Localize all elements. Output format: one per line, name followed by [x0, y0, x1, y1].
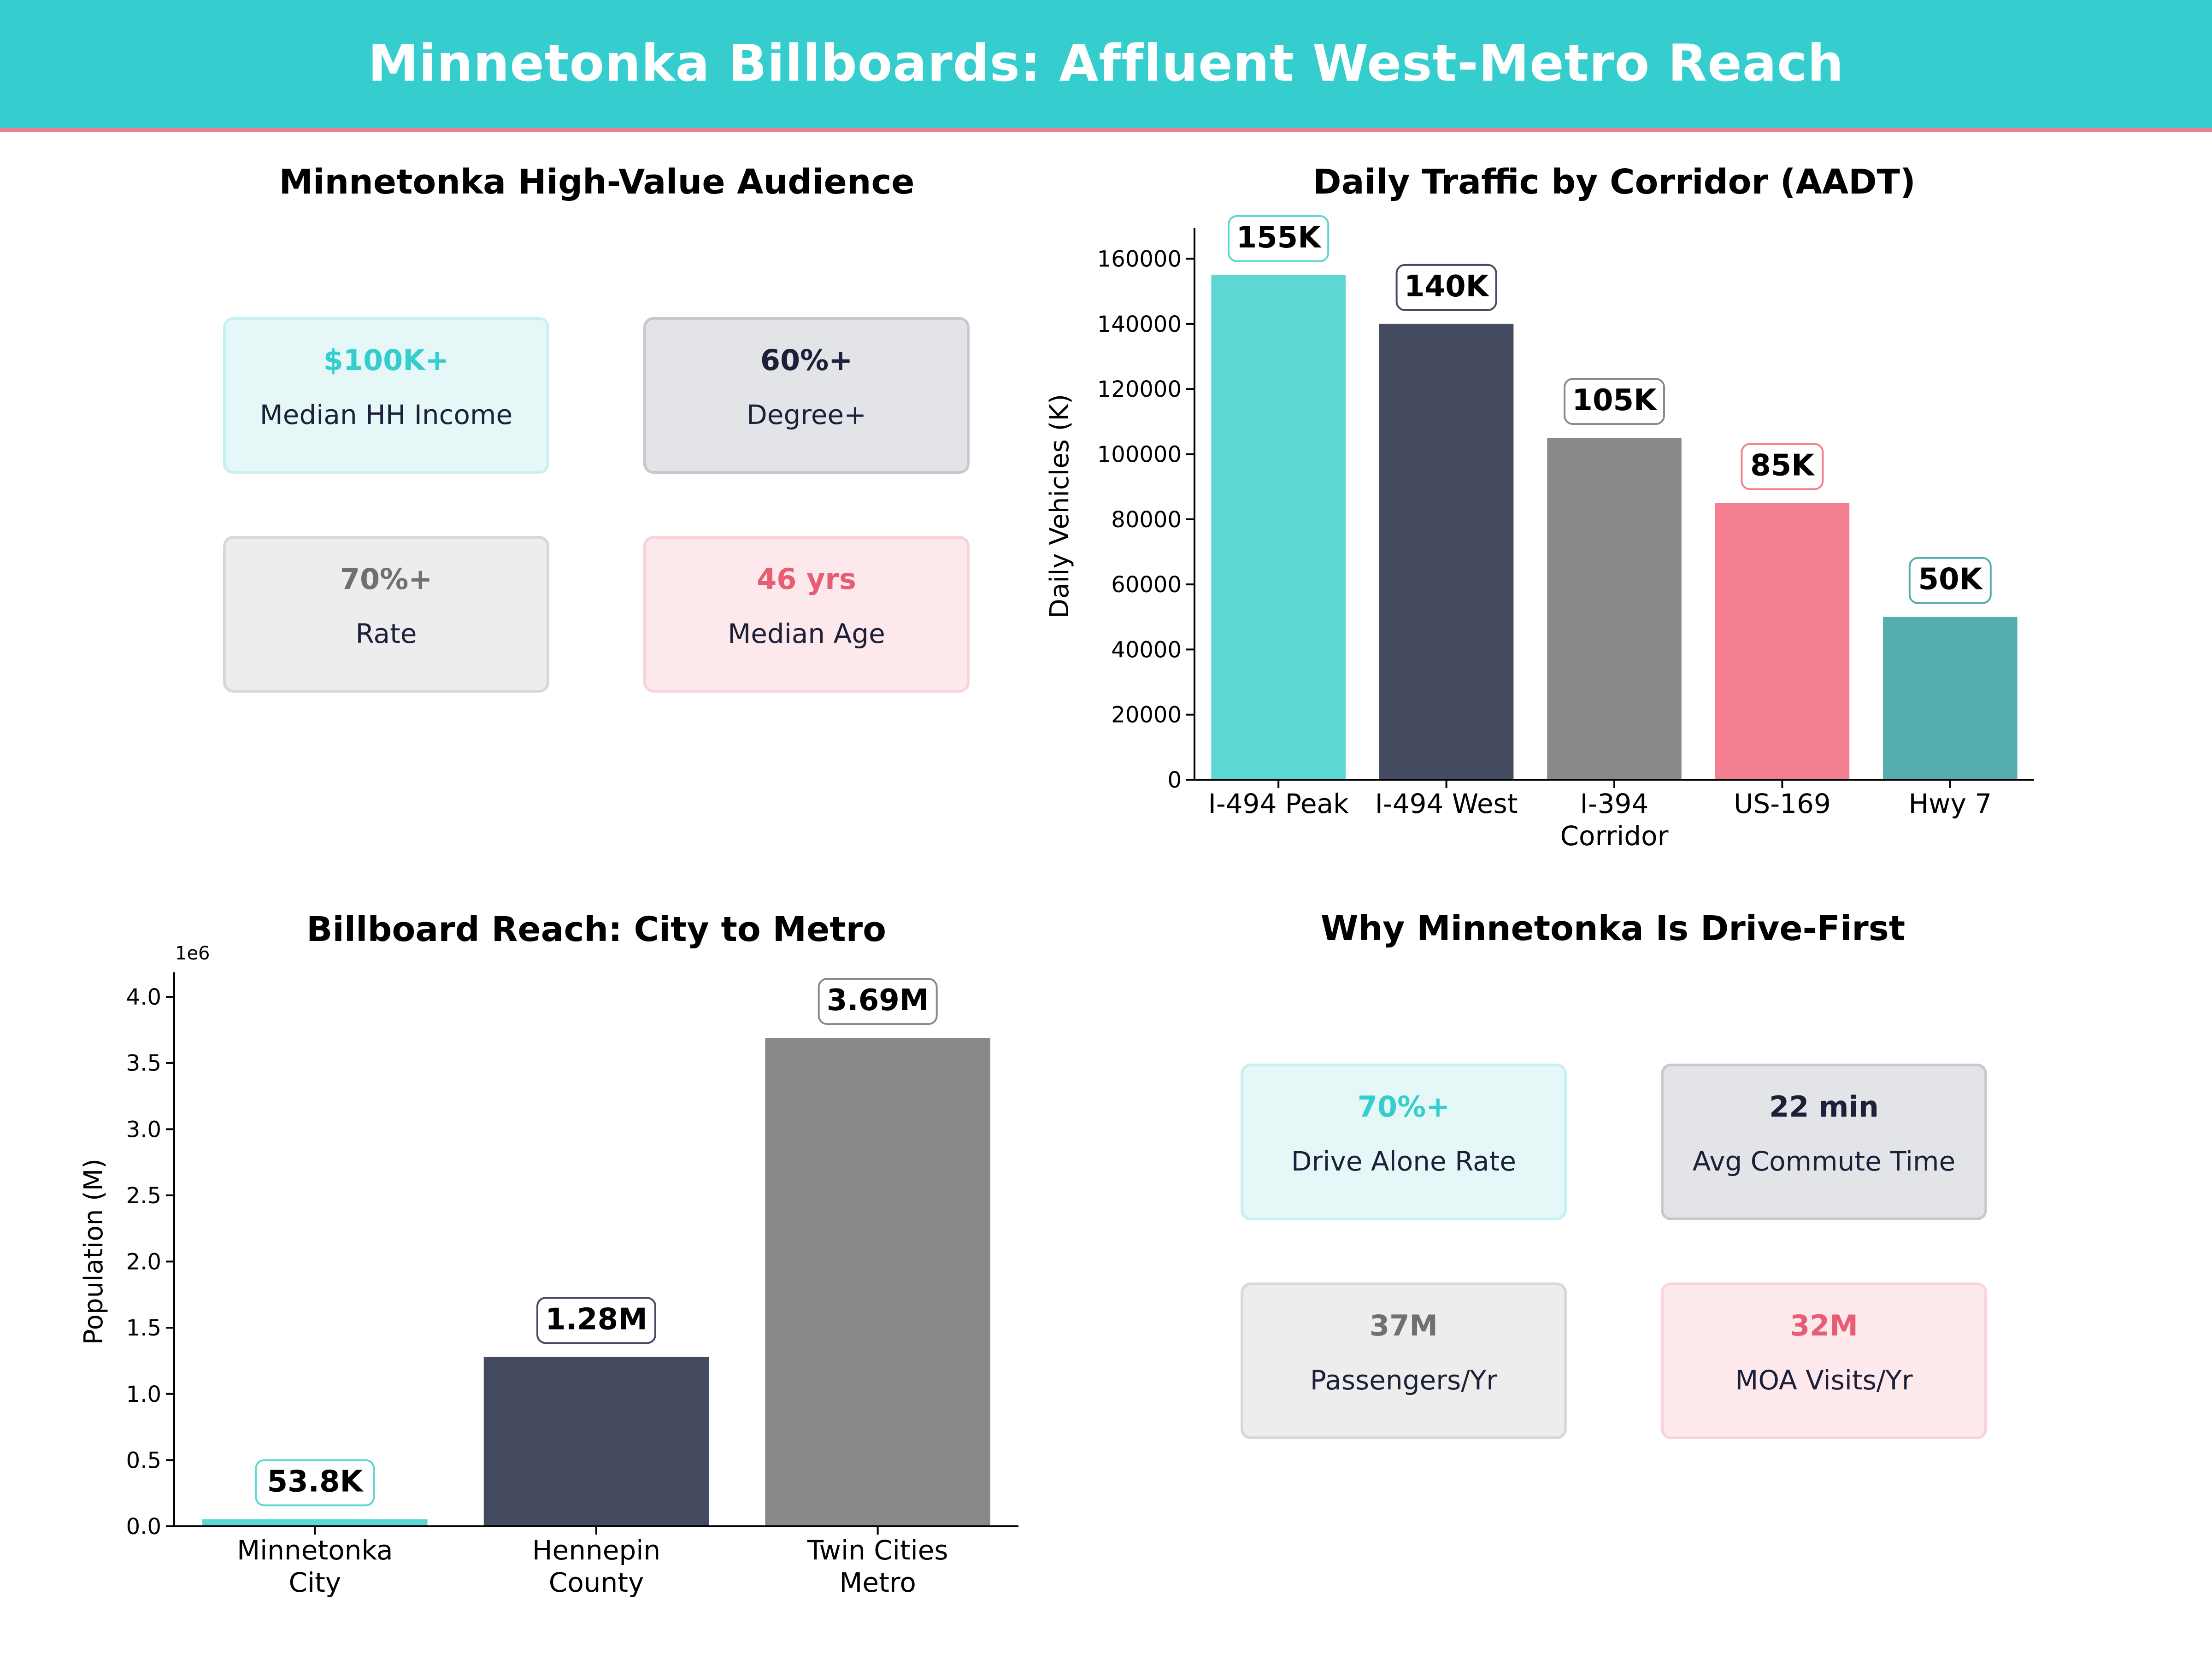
x-tick-label: Minnetonka — [237, 1535, 393, 1566]
x-tick-label: I-394 — [1580, 788, 1649, 819]
kpi-card-moa-visits: 32M MOA Visits/Yr — [1661, 1282, 1987, 1439]
bar — [483, 1357, 709, 1526]
kpi-label: MOA Visits/Yr — [1735, 1365, 1913, 1396]
kpi-value: 46 yrs — [757, 562, 856, 596]
kpi-value: 70%+ — [340, 562, 433, 596]
y-tick-label: 40000 — [1111, 637, 1182, 663]
y-tick-label: 0.5 — [126, 1447, 161, 1473]
bar — [1715, 503, 1850, 780]
kpi-label: Avg Commute Time — [1692, 1146, 1956, 1177]
kpi-label: Passengers/Yr — [1310, 1365, 1498, 1396]
kpi-label: Median Age — [728, 618, 885, 649]
bar — [765, 1038, 990, 1526]
y-tick-label: 3.0 — [126, 1117, 161, 1142]
data-label: 50K — [1918, 563, 1983, 597]
y-tick-label: 2.0 — [126, 1249, 161, 1275]
kpi-label: Degree+ — [747, 399, 866, 430]
bar — [1883, 617, 2018, 780]
x-tick-label: Hennepin — [532, 1535, 660, 1566]
kpi-value: 37M — [1370, 1309, 1438, 1342]
y-tick-label: 2.5 — [126, 1183, 161, 1209]
y-tick-label: 1.0 — [126, 1382, 161, 1407]
kpi-value: 22 min — [1769, 1090, 1879, 1124]
y-tick-label: 3.5 — [126, 1051, 161, 1077]
data-label-box — [818, 978, 938, 1025]
data-label-box — [1741, 443, 1824, 490]
data-label-box — [255, 1459, 375, 1506]
kpi-label: Drive Alone Rate — [1291, 1146, 1517, 1177]
bar — [1547, 438, 1682, 780]
data-label-box — [536, 1297, 656, 1344]
data-label: 1.28M — [545, 1302, 647, 1336]
data-label-box — [1564, 378, 1665, 425]
y-axis-label: Daily Vehicles (K) — [1045, 394, 1075, 618]
x-tick-label: Metro — [839, 1567, 916, 1598]
y-tick-label: 120000 — [1097, 377, 1182, 402]
data-label: 155K — [1236, 221, 1322, 255]
x-tick-label: Hwy 7 — [1908, 788, 1992, 819]
kpi-card-commute: 22 min Avg Commute Time — [1661, 1064, 1987, 1220]
kpi-card-rate: 70%+ Rate — [223, 536, 549, 693]
y-tick-label: 20000 — [1111, 702, 1182, 728]
kpi-label: Rate — [355, 618, 417, 649]
x-tick-label: County — [549, 1567, 644, 1598]
data-label: 105K — [1572, 383, 1658, 418]
kpi-card-passengers: 37M Passengers/Yr — [1241, 1282, 1567, 1439]
kpi-value: 32M — [1790, 1309, 1858, 1342]
y-tick-label: 60000 — [1111, 572, 1182, 598]
data-label: 140K — [1404, 270, 1490, 304]
axis-multiplier: 1e6 — [175, 943, 210, 964]
kpi-label: Median HH Income — [259, 399, 513, 430]
audience-panel-title: Minnetonka High-Value Audience — [279, 162, 915, 202]
data-label-box — [1228, 215, 1330, 262]
data-label-box — [1395, 264, 1497, 311]
x-tick-label: I-494 West — [1375, 788, 1518, 819]
data-label: 53.8K — [267, 1465, 364, 1499]
y-tick-label: 0 — [1167, 767, 1182, 793]
kpi-value: $100K+ — [323, 343, 449, 377]
bar — [1379, 324, 1514, 780]
kpi-card-median-age: 46 yrs Median Age — [643, 536, 970, 693]
kpi-card-degree: 60%+ Degree+ — [643, 317, 970, 474]
header-banner: Minnetonka Billboards: Affluent West-Met… — [0, 0, 2212, 132]
kpi-card-income: $100K+ Median HH Income — [223, 317, 549, 474]
y-tick-label: 80000 — [1111, 507, 1182, 533]
kpi-value: 60%+ — [760, 343, 853, 377]
drive-panel-title: Why Minnetonka Is Drive-First — [1320, 909, 1906, 948]
y-tick-label: 4.0 — [126, 984, 161, 1010]
chart-title: Billboard Reach: City to Metro — [306, 910, 886, 949]
y-tick-label: 140000 — [1097, 312, 1182, 337]
y-tick-label: 100000 — [1097, 441, 1182, 467]
bar — [1211, 275, 1346, 780]
y-tick-label: 1.5 — [126, 1315, 161, 1341]
y-tick-label: 0.0 — [126, 1514, 161, 1540]
x-tick-label: US-169 — [1734, 788, 1831, 819]
chart-title: Daily Traffic by Corridor (AADT) — [1313, 162, 1916, 202]
y-tick-label: 160000 — [1097, 247, 1182, 272]
x-tick-label: I-494 Peak — [1208, 788, 1349, 819]
page-title: Minnetonka Billboards: Affluent West-Met… — [368, 34, 1844, 93]
kpi-value: 70%+ — [1357, 1090, 1450, 1124]
kpi-card-drive-alone: 70%+ Drive Alone Rate — [1241, 1064, 1567, 1220]
data-label: 3.69M — [827, 983, 929, 1018]
x-tick-label: Corridor — [1560, 820, 1669, 852]
data-label: 85K — [1750, 448, 1815, 482]
data-label-box — [1908, 557, 1992, 604]
x-tick-label: City — [288, 1567, 341, 1598]
y-axis-label: Population (M) — [79, 1159, 109, 1345]
x-tick-label: Twin Cities — [807, 1535, 948, 1566]
bar — [202, 1519, 428, 1526]
